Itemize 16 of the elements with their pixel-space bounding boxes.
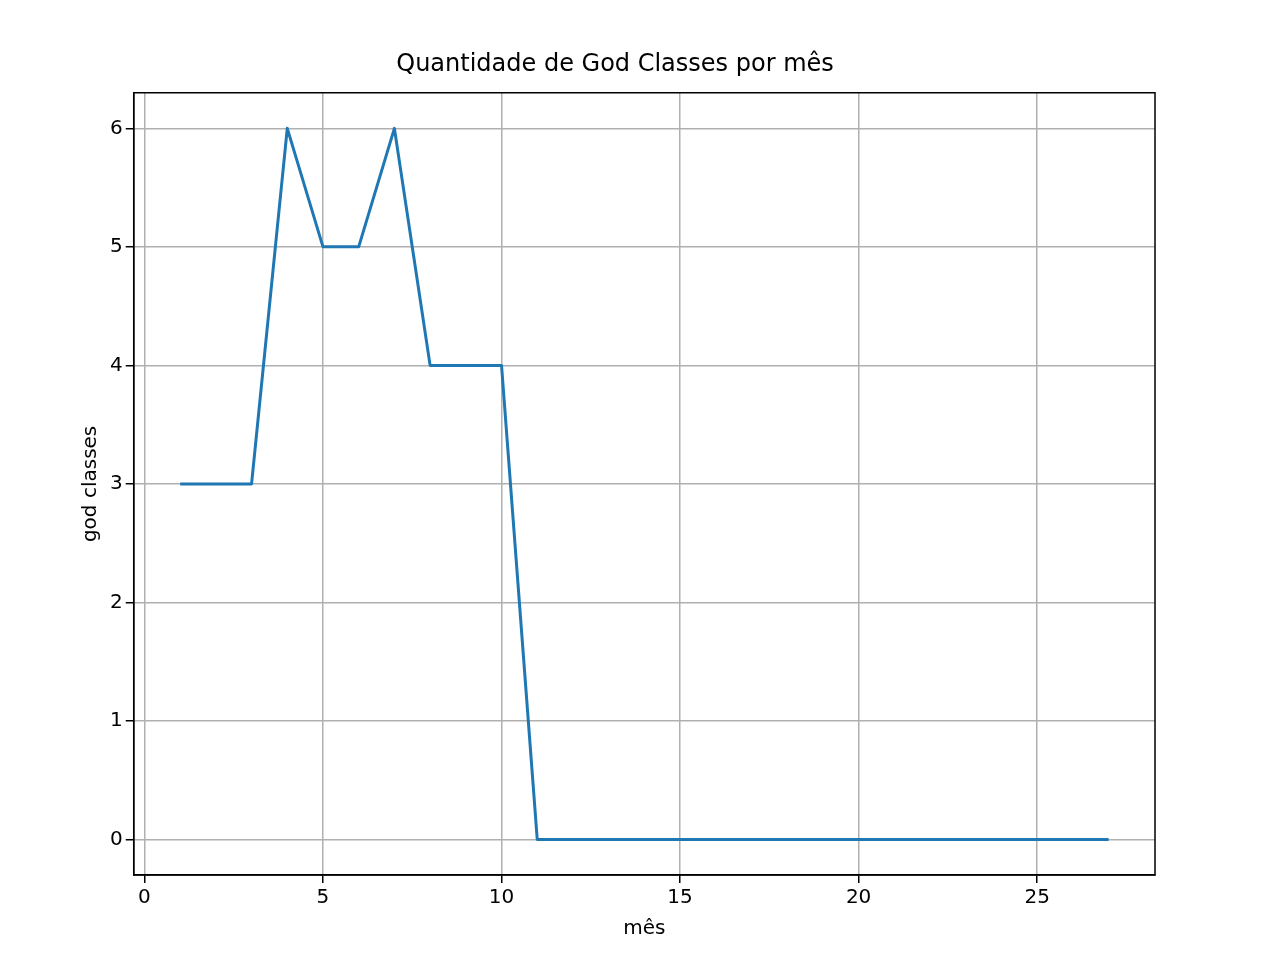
x-tick-label: 25: [1024, 884, 1050, 909]
x-axis-title: mês: [623, 915, 666, 940]
y-tick-label: 0: [109, 825, 123, 850]
chart-title: Quantidade de God Classes por mês: [396, 48, 834, 77]
x-tick-label: 5: [316, 884, 330, 909]
y-tick-label: 3: [109, 470, 123, 495]
y-tick-label: 5: [109, 233, 123, 258]
y-tick-label: 1: [109, 707, 123, 732]
y-tick-label: 4: [109, 351, 123, 376]
x-tick-label: 0: [138, 884, 151, 909]
y-tick-label: 6: [109, 114, 123, 139]
x-tick-label: 10: [488, 884, 515, 909]
x-tick-label: 20: [845, 884, 872, 909]
y-tick-label: 2: [109, 588, 123, 613]
y-axis-title: god classes: [77, 425, 102, 543]
x-tick-label: 15: [667, 884, 693, 909]
